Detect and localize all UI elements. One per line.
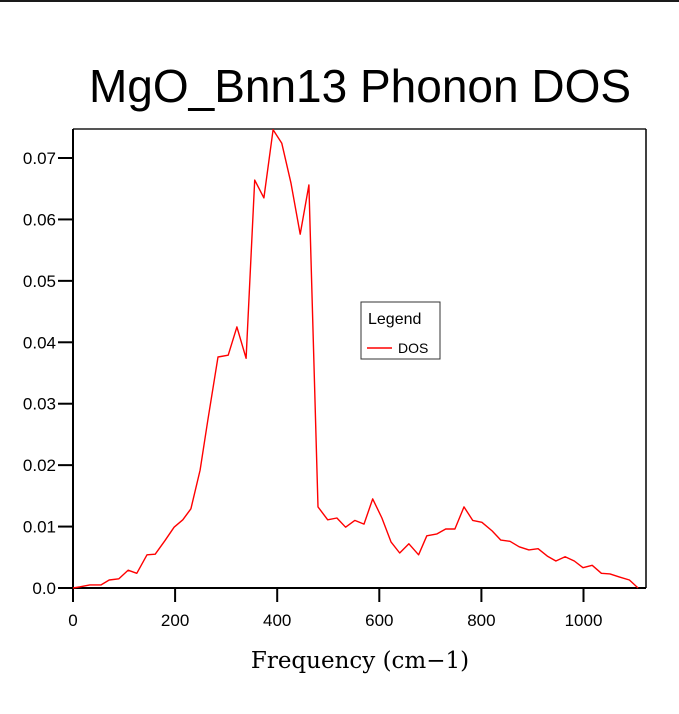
y-tick-label: 0.07 (23, 149, 56, 168)
x-tick-label: 800 (467, 611, 495, 630)
chart-title: MgO_Bnn13 Phonon DOS (89, 60, 631, 112)
series-line-dos (72, 128, 639, 589)
x-axis: 0 200 400 600 800 1000 (68, 588, 602, 630)
top-border-line (0, 0, 679, 2)
x-tick-label: 600 (365, 611, 393, 630)
x-tick-label: 200 (161, 611, 189, 630)
legend: Legend DOS (360, 301, 441, 360)
x-tick-label: 0 (68, 611, 77, 630)
y-tick-label: 0.02 (23, 456, 56, 475)
legend-title: Legend (368, 311, 421, 328)
y-tick-label: 0.06 (23, 210, 56, 229)
legend-box (360, 301, 441, 360)
plot-frame (58, 128, 647, 602)
y-tick-label: 0.04 (23, 333, 56, 352)
y-tick-label: 0.0 (32, 579, 56, 598)
series-group (72, 128, 639, 589)
x-axis-label: Frequency (cm−1) (251, 648, 469, 674)
y-tick-label: 0.01 (23, 518, 56, 537)
x-tick-label: 1000 (565, 611, 603, 630)
y-tick-label: 0.03 (23, 395, 56, 414)
y-axis: 0.0 0.01 0.02 0.03 0.04 0.05 0.06 0.07 (23, 149, 73, 598)
legend-label-dos: DOS (398, 340, 428, 356)
y-tick-label: 0.05 (23, 272, 56, 291)
x-tick-label: 400 (263, 611, 291, 630)
